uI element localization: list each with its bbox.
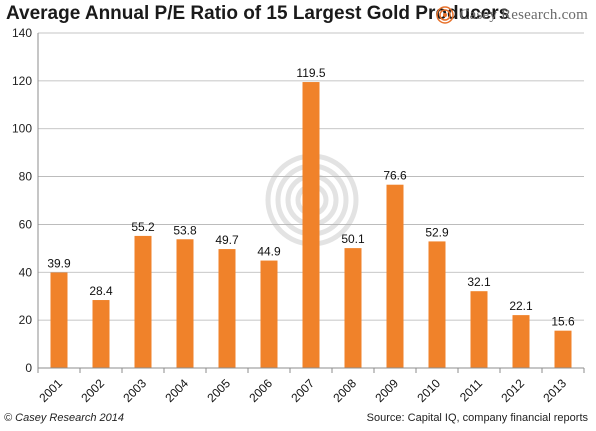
axes	[37, 33, 585, 373]
bar	[50, 272, 68, 368]
source-note: Source: Capital IQ, company financial re…	[366, 412, 588, 424]
y-tick-label: 100	[12, 122, 32, 136]
bar	[260, 260, 278, 368]
y-tick-label: 40	[19, 265, 33, 279]
bar	[512, 315, 530, 368]
chart-title: Average Annual P/E Ratio of 15 Largest G…	[6, 3, 510, 24]
bar	[176, 239, 194, 368]
y-tick-label: 60	[19, 217, 33, 231]
data-label: 52.9	[425, 225, 449, 239]
x-tick-label: 2006	[246, 376, 275, 405]
bar	[386, 184, 404, 368]
x-tick-label: 2009	[372, 376, 401, 405]
x-tick-label: 2008	[330, 376, 359, 405]
bar	[470, 291, 488, 368]
x-tick-label: 2005	[204, 376, 233, 405]
data-label: 44.9	[257, 245, 281, 259]
y-tick-label: 0	[25, 361, 32, 375]
casey-research-logo-icon	[436, 6, 455, 24]
data-label: 119.5	[296, 66, 325, 80]
x-tick-label: 2012	[498, 376, 527, 405]
x-tick-label: 2002	[78, 376, 107, 405]
bar	[554, 330, 572, 368]
brand-logo: Casey Research.com	[436, 6, 588, 24]
data-label: 22.1	[509, 299, 533, 313]
brand-name: Casey Research.com	[459, 6, 588, 23]
y-tick-label: 120	[12, 74, 32, 88]
data-label: 76.6	[383, 169, 407, 183]
x-tick-label: 2010	[414, 376, 443, 405]
bar	[134, 235, 152, 368]
data-label: 32.1	[467, 275, 491, 289]
bar	[428, 241, 446, 368]
x-tick-label: 2001	[36, 376, 65, 405]
x-tick-label: 2007	[288, 376, 317, 405]
data-label: 28.4	[89, 284, 113, 298]
x-tick-label: 2003	[120, 376, 149, 405]
data-label: 39.9	[47, 257, 71, 271]
bar	[302, 82, 320, 368]
data-label: 55.2	[131, 220, 155, 234]
y-tick-label: 20	[19, 313, 33, 327]
data-label: 50.1	[341, 232, 365, 246]
copyright-note: © Casey Research 2014	[4, 412, 125, 424]
data-label: 53.8	[173, 223, 197, 237]
x-tick-label: 2011	[457, 376, 485, 404]
bar	[344, 248, 362, 368]
y-tick-label: 140	[12, 26, 32, 40]
data-label: 15.6	[551, 315, 575, 329]
y-tick-label: 80	[19, 170, 33, 184]
bar	[218, 249, 236, 368]
bar	[92, 300, 110, 368]
x-tick-label: 2013	[540, 376, 569, 405]
x-tick-label: 2004	[162, 376, 191, 405]
bars	[50, 82, 572, 368]
data-label: 49.7	[215, 233, 239, 247]
